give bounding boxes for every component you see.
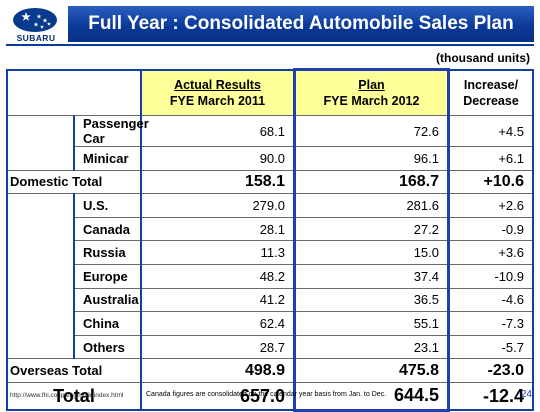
table-row: China 62.4 55.1 -7.3 xyxy=(7,311,534,336)
title-divider xyxy=(6,44,534,46)
page-number: 24 xyxy=(520,389,532,400)
change-value: -7.3 xyxy=(448,311,534,336)
actual-value: 68.1 xyxy=(140,115,295,147)
domestic-total-row: Domestic Total 158.1 168.7 +10.6 xyxy=(6,169,534,195)
indent-cell xyxy=(6,193,75,360)
header-actual-results: Actual Results FYE March 2011 xyxy=(140,68,295,116)
table-row: U.S. 279.0 281.6 +2.6 xyxy=(6,193,534,360)
indent-cell xyxy=(6,115,75,171)
row-label: Passenger Car xyxy=(74,115,149,147)
table-row: Minicar 90.0 96.1 +6.1 xyxy=(7,146,534,171)
actual-value: 62.4 xyxy=(140,311,295,336)
plan-value: 37.4 xyxy=(293,263,450,289)
plan-value: 36.5 xyxy=(293,287,450,313)
row-label: Others xyxy=(74,334,141,360)
header-change-line1: Increase/ xyxy=(463,77,519,92)
row-label: Russia xyxy=(74,240,141,265)
table-row: Russia 11.3 15.0 +3.6 xyxy=(7,240,534,265)
row-label: Europe xyxy=(74,263,141,289)
table-header-row: Actual Results FYE March 2011 Plan FYE M… xyxy=(6,68,534,116)
change-value: -0.9 xyxy=(448,216,534,242)
header-plan-title: Plan xyxy=(358,78,385,92)
header-plan-period: FYE March 2012 xyxy=(323,94,420,108)
change-value: +2.6 xyxy=(448,193,534,218)
plan-value: 281.6 xyxy=(293,193,450,218)
header-change-line2: Decrease xyxy=(463,93,519,108)
table-row: Europe 48.2 37.4 -10.9 xyxy=(7,263,534,289)
actual-value: 41.2 xyxy=(140,287,295,313)
plan-value: 72.6 xyxy=(293,115,450,147)
change-value: +3.6 xyxy=(448,240,534,265)
table-row: Australia 41.2 36.5 -4.6 xyxy=(7,287,534,313)
actual-value: 28.7 xyxy=(140,334,295,360)
actual-value: 90.0 xyxy=(140,146,295,171)
actual-value: 11.3 xyxy=(140,240,295,265)
page-title: Full Year : Consolidated Automobile Sale… xyxy=(68,6,534,42)
row-label: China xyxy=(74,311,141,336)
plan-value: 27.2 xyxy=(293,216,450,242)
row-label: Minicar xyxy=(74,146,141,171)
actual-value: 158.1 xyxy=(140,169,295,195)
table-row: Others 28.7 23.1 -5.7 xyxy=(7,334,534,360)
change-value: -5.7 xyxy=(448,334,534,360)
row-label: Domestic Total xyxy=(6,169,141,195)
actual-value: 48.2 xyxy=(140,263,295,289)
change-value: -10.9 xyxy=(448,263,534,289)
plan-value: 15.0 xyxy=(293,240,450,265)
header-plan: Plan FYE March 2012 xyxy=(293,68,450,116)
change-value: +4.5 xyxy=(448,115,534,147)
units-label: (thousand units) xyxy=(436,51,530,65)
subaru-logo: SUBARU xyxy=(6,6,64,46)
row-label: Canada xyxy=(74,216,141,242)
change-value: +10.6 xyxy=(448,169,534,195)
change-value: -4.6 xyxy=(448,287,534,313)
plan-value: 96.1 xyxy=(293,146,450,171)
header-change: Increase/ Decrease xyxy=(448,68,534,116)
overseas-total-row: Overseas Total 498.9 475.8 -23.0 xyxy=(6,358,534,383)
row-label: Overseas Total xyxy=(6,358,141,383)
footer-url: http://www.fhi.co.jp/english/ir/index.ht… xyxy=(10,392,124,399)
actual-value: 279.0 xyxy=(140,193,295,218)
actual-value: 498.9 xyxy=(140,358,295,383)
header-actual-period: FYE March 2011 xyxy=(169,93,266,108)
table-row: Passenger Car 68.1 72.6 +4.5 xyxy=(6,115,534,171)
header-actual-title: Actual Results xyxy=(174,77,261,92)
plan-value: 168.7 xyxy=(293,169,450,195)
row-label: Australia xyxy=(74,287,141,313)
plan-value: 55.1 xyxy=(293,311,450,336)
actual-value: 28.1 xyxy=(140,216,295,242)
table-row: Canada 28.1 27.2 -0.9 xyxy=(7,216,534,242)
footer-note: Canada figures are consolidated on the c… xyxy=(146,391,387,398)
plan-value: 475.8 xyxy=(293,358,450,383)
header-blank-cell xyxy=(6,68,141,116)
row-label: U.S. xyxy=(74,193,141,218)
sales-plan-table: Actual Results FYE March 2011 Plan FYE M… xyxy=(6,68,534,412)
change-value: +6.1 xyxy=(448,146,534,171)
change-value: -23.0 xyxy=(448,358,534,383)
logo-wordmark: SUBARU xyxy=(16,33,56,43)
pleiades-emblem-icon xyxy=(13,8,57,32)
plan-value: 23.1 xyxy=(293,334,450,360)
